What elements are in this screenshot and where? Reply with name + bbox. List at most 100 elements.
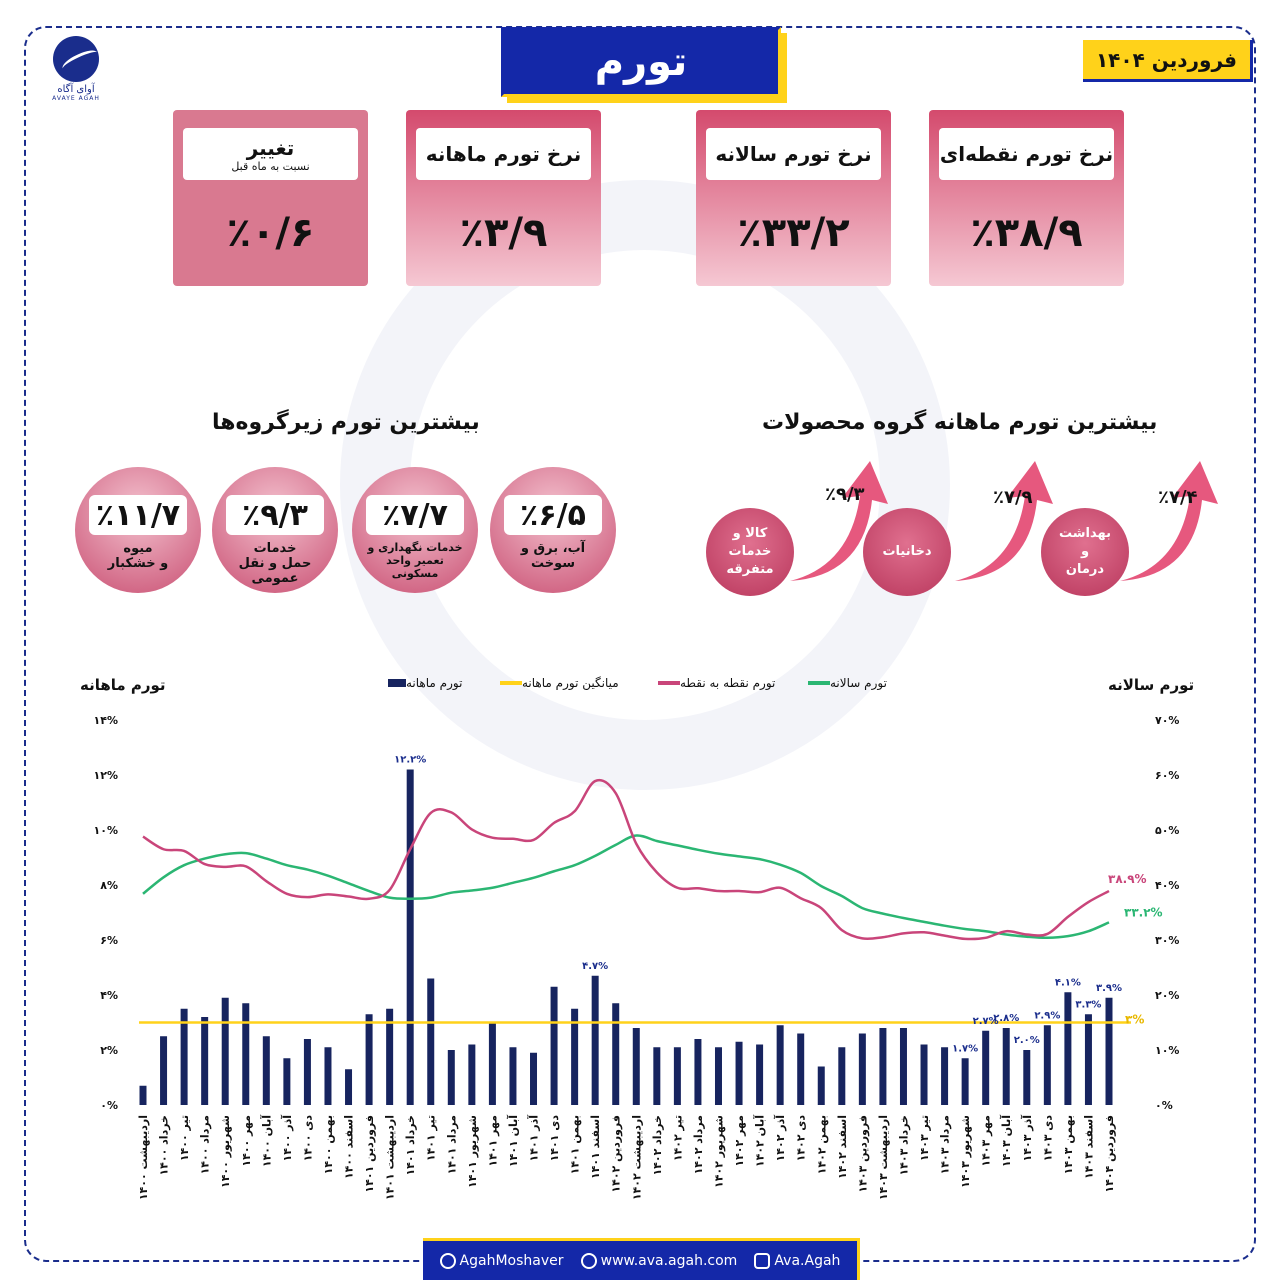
category-label: فروردین ۱۴۰۴ (1103, 1115, 1116, 1193)
bar (1002, 1028, 1010, 1105)
bar (776, 1025, 784, 1105)
legend-annual: تورم سالانه (804, 676, 887, 690)
category-label: شهریور ۱۴۰۱ (466, 1115, 479, 1188)
bar-value-label: ۳.۹% (1096, 983, 1122, 994)
bar (386, 1008, 394, 1105)
left-tick-label: ۲% (100, 1044, 118, 1057)
bar (673, 1047, 681, 1105)
bar (899, 1028, 907, 1105)
category-label: آذر ۱۴۰۳ (1020, 1115, 1034, 1162)
left-tick-label: ۸% (100, 879, 118, 892)
category-label: آبان ۱۴۰۱ (506, 1115, 520, 1167)
stat-value: ٪۳۳/۲ (737, 210, 850, 256)
group-value: ٪۹/۳ (825, 484, 865, 505)
bar (571, 1008, 579, 1105)
category-label: فروردین ۱۴۰۳ (856, 1115, 869, 1193)
bar (550, 986, 558, 1105)
subgroup-name: آب، برق و سوخت (520, 541, 586, 571)
bar (797, 1033, 805, 1105)
groups-title: بیشترین تورم ماهانه گروه محصولات (762, 410, 1158, 435)
bar (735, 1041, 743, 1105)
stat-label: نرخ تورم ماهانه (425, 142, 582, 166)
legend-bar: تورم ماهانه (384, 676, 462, 690)
category-label: خرداد ۱۴۰۱ (404, 1115, 417, 1176)
category-label: خرداد ۱۴۰۲ (651, 1115, 664, 1176)
legend-label: تورم سالانه (830, 676, 887, 690)
stat-value: ٪۰/۶ (226, 210, 315, 256)
subgroup-name: خدمات نگهداری و تعمیر واحد مسکونی (367, 541, 463, 580)
bar (879, 1028, 887, 1105)
category-label: تیر ۱۴۰۱ (425, 1115, 438, 1161)
website-url: www.ava.agah.com (600, 1252, 738, 1269)
logo-name-en: AVAYE AGAH (52, 95, 100, 102)
footer-telegram[interactable]: AgahMoshaver (439, 1252, 564, 1269)
right-tick-label: ۲۰% (1155, 989, 1179, 1002)
up-arrow-icon (790, 461, 888, 581)
bar (982, 1030, 990, 1105)
legend-avg: میانگین تورم ماهانه (496, 676, 619, 690)
brand-logo: آوای آگاه AVAYE AGAH (46, 36, 106, 102)
category-label: شهریور ۱۴۰۲ (712, 1115, 725, 1188)
legend-swatch (658, 681, 680, 685)
bar (509, 1047, 517, 1105)
subgroup-name: میوه و خشکبار (107, 541, 169, 571)
stat-label-box: نرخ تورم ماهانه (416, 128, 591, 180)
right-tick-label: ۵۰% (1155, 824, 1179, 837)
category-label: بهمن ۱۴۰۱ (569, 1115, 582, 1174)
category-label: آبان ۱۴۰۳ (999, 1115, 1013, 1167)
category-label: فروردین ۱۴۰۱ (363, 1115, 376, 1193)
legend-label: میانگین تورم ماهانه (522, 676, 619, 690)
legend-swatch (808, 681, 830, 685)
bar (941, 1047, 949, 1105)
category-label: اردیبهشت ۱۴۰۰ (137, 1115, 150, 1200)
group-value: ٪۷/۴ (1158, 487, 1198, 508)
bar (488, 1022, 496, 1105)
bar (283, 1058, 291, 1105)
bar-value-label: ۲.۰% (1014, 1035, 1040, 1046)
bar (303, 1039, 311, 1105)
stat-card-point: نرخ تورم نقطه‌ای ٪۳۸/۹ (929, 110, 1124, 286)
subgroup-value: ٪۹/۳ (226, 495, 324, 535)
right-tick-label: ۴۰% (1155, 879, 1179, 892)
category-label: دی ۱۴۰۲ (795, 1115, 808, 1162)
bar (262, 1036, 270, 1105)
bar (1064, 992, 1072, 1105)
category-label: بهمن ۱۴۰۳ (1062, 1115, 1075, 1174)
category-label: مرداد ۱۴۰۳ (939, 1115, 952, 1174)
footer-instagram[interactable]: Ava.Agah (754, 1252, 841, 1269)
category-label: شهریور ۱۴۰۳ (959, 1115, 972, 1188)
category-label: آذر ۱۴۰۲ (773, 1115, 787, 1162)
category-label: خرداد ۱۴۰۰ (158, 1115, 171, 1176)
category-label: اردیبهشت ۱۴۰۲ (630, 1115, 643, 1200)
group-value: ٪۷/۹ (993, 487, 1033, 508)
bar (530, 1052, 538, 1105)
category-label: بهمن ۱۴۰۲ (815, 1115, 828, 1174)
annual-line (142, 834, 1110, 940)
bar (324, 1047, 332, 1105)
category-label: تیر ۱۴۰۰ (178, 1115, 191, 1161)
average-label: ۳% (1125, 1013, 1144, 1027)
bar-value-label: ۳.۳% (1075, 999, 1101, 1010)
bar (345, 1069, 353, 1105)
left-tick-label: ۱۴% (94, 714, 118, 727)
left-tick-label: ۶% (100, 934, 118, 947)
category-label: دی ۱۴۰۰ (301, 1115, 314, 1162)
stat-label: نرخ تورم سالانه (715, 142, 872, 166)
category-label: مرداد ۱۴۰۱ (445, 1115, 458, 1174)
category-label: دی ۱۴۰۱ (548, 1115, 561, 1162)
subgroup-circle: ٪۹/۳ خدمات حمل و نقل عمومی (212, 467, 338, 593)
point-to-point-line (142, 778, 1110, 941)
footer-web[interactable]: www.ava.agah.com (580, 1252, 738, 1269)
right-axis-title: تورم سالانه (1108, 676, 1195, 694)
stat-sublabel: نسبت به ماه قبل (231, 159, 310, 173)
bar-value-label: ۲.۷% (973, 1016, 999, 1027)
legend-label: تورم ماهانه (406, 676, 463, 690)
subgroup-value: ٪۱۱/۷ (89, 495, 187, 535)
bar-value-label: ۲.۹% (1034, 1010, 1060, 1021)
category-label: اردیبهشت ۱۴۰۳ (877, 1115, 890, 1200)
bar (139, 1085, 147, 1105)
instagram-handle: Ava.Agah (774, 1252, 841, 1269)
category-label: شهریور ۱۴۰۰ (219, 1115, 232, 1188)
subgroup-name: خدمات حمل و نقل عمومی (238, 541, 312, 586)
bar (365, 1014, 373, 1105)
